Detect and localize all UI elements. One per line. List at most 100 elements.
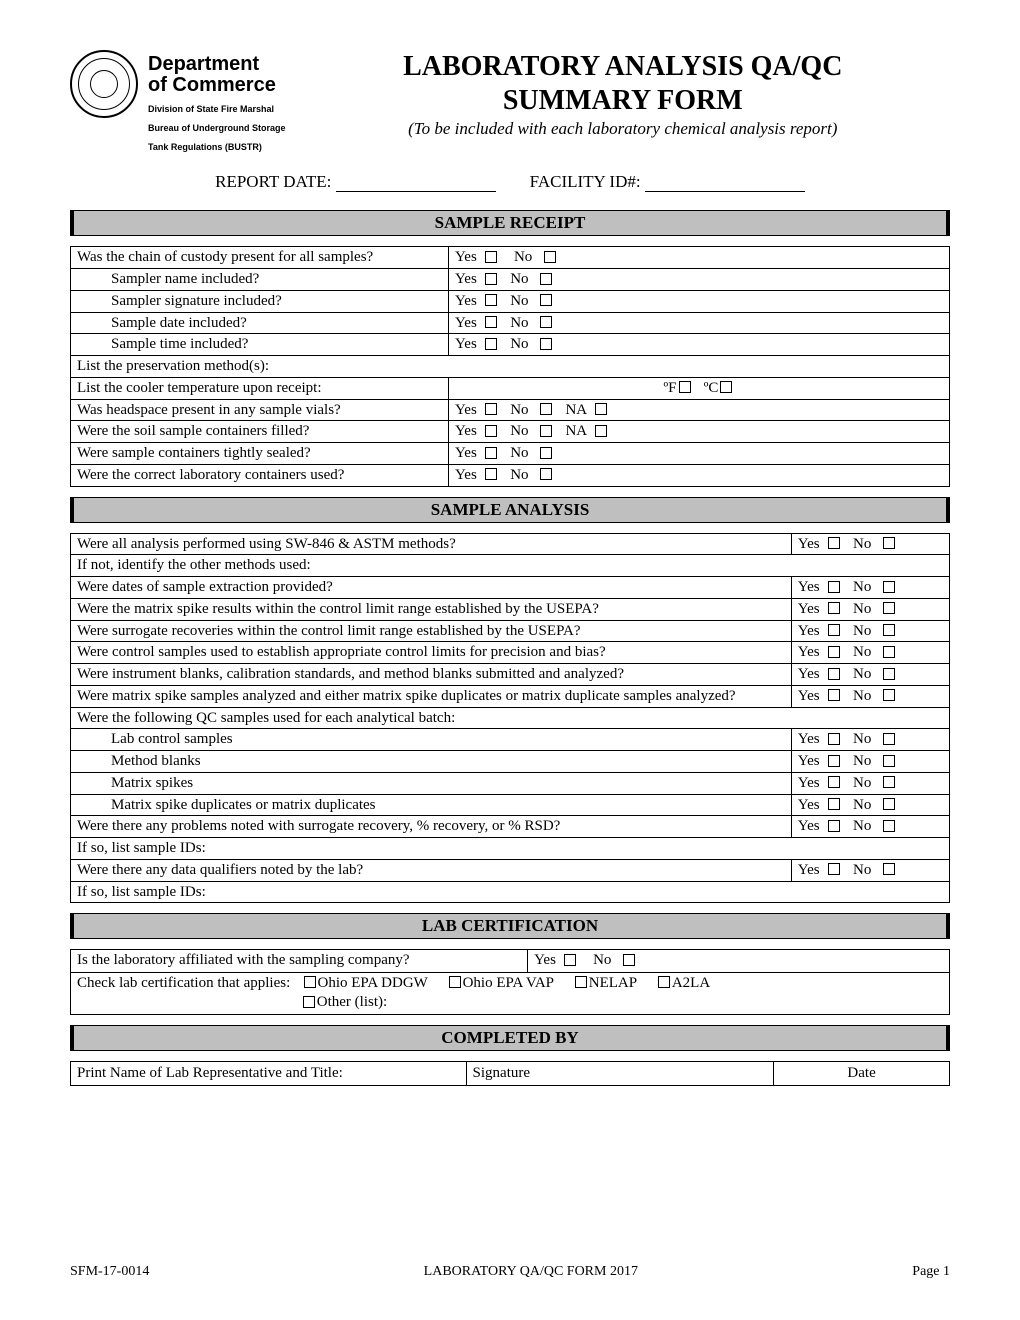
q-correct-containers: Were the correct laboratory containers u… bbox=[71, 464, 449, 486]
checkbox[interactable] bbox=[883, 776, 895, 788]
checkbox[interactable] bbox=[720, 381, 732, 393]
q-a3: Were dates of sample extraction provided… bbox=[71, 577, 792, 599]
report-date-input[interactable] bbox=[336, 191, 496, 192]
q-preservation: List the preservation method(s): bbox=[71, 356, 950, 378]
checkbox[interactable] bbox=[540, 316, 552, 328]
checkbox[interactable] bbox=[658, 976, 670, 988]
q-custody: Was the chain of custody present for all… bbox=[71, 247, 449, 269]
q-a17: If so, list sample IDs: bbox=[71, 881, 950, 903]
checkbox[interactable] bbox=[883, 537, 895, 549]
checkbox[interactable] bbox=[485, 273, 497, 285]
checkbox[interactable] bbox=[540, 403, 552, 415]
checkbox[interactable] bbox=[828, 624, 840, 636]
checkbox[interactable] bbox=[540, 447, 552, 459]
checkbox[interactable] bbox=[883, 624, 895, 636]
report-line: REPORT DATE: FACILITY ID#: bbox=[70, 172, 950, 192]
checkbox[interactable] bbox=[828, 668, 840, 680]
checkbox[interactable] bbox=[485, 403, 497, 415]
checkbox[interactable] bbox=[485, 316, 497, 328]
checkbox[interactable] bbox=[883, 733, 895, 745]
q-a7: Were instrument blanks, calibration stan… bbox=[71, 664, 792, 686]
analysis-table: Were all analysis performed using SW-846… bbox=[70, 533, 950, 904]
q-affiliated: Is the laboratory affiliated with the sa… bbox=[71, 950, 528, 973]
checkbox[interactable] bbox=[828, 755, 840, 767]
checkbox[interactable] bbox=[485, 468, 497, 480]
checkbox[interactable] bbox=[828, 581, 840, 593]
department-block: Department of Commerce Division of State… bbox=[148, 54, 286, 152]
checkbox[interactable] bbox=[449, 976, 461, 988]
dept-line2: of Commerce bbox=[148, 75, 286, 96]
cert-options-row: Check lab certification that applies: Oh… bbox=[71, 972, 950, 1014]
state-seal-icon bbox=[70, 50, 138, 118]
checkbox[interactable] bbox=[883, 581, 895, 593]
checkbox[interactable] bbox=[828, 820, 840, 832]
q-a15: If so, list sample IDs: bbox=[71, 838, 950, 860]
checkbox[interactable] bbox=[485, 425, 497, 437]
checkbox[interactable] bbox=[883, 646, 895, 658]
checkbox[interactable] bbox=[540, 468, 552, 480]
section-header-receipt: SAMPLE RECEIPT bbox=[70, 210, 950, 236]
q-a11: Method blanks bbox=[71, 751, 792, 773]
checkbox[interactable] bbox=[485, 338, 497, 350]
checkbox[interactable] bbox=[828, 602, 840, 614]
checkbox[interactable] bbox=[679, 381, 691, 393]
checkbox[interactable] bbox=[485, 294, 497, 306]
checkbox[interactable] bbox=[575, 976, 587, 988]
checkbox[interactable] bbox=[883, 668, 895, 680]
checkbox[interactable] bbox=[828, 646, 840, 658]
completed-table: Print Name of Lab Representative and Tit… bbox=[70, 1061, 950, 1086]
checkbox[interactable] bbox=[540, 338, 552, 350]
q-cooler-temp: List the cooler temperature upon receipt… bbox=[71, 377, 449, 399]
q-a9: Were the following QC samples used for e… bbox=[71, 707, 950, 729]
checkbox[interactable] bbox=[540, 273, 552, 285]
q-sampler-sig: Sampler signature included? bbox=[71, 290, 449, 312]
checkbox[interactable] bbox=[883, 602, 895, 614]
q-sample-time: Sample time included? bbox=[71, 334, 449, 356]
signature-cell[interactable]: Signature bbox=[466, 1061, 774, 1085]
checkbox[interactable] bbox=[485, 251, 497, 263]
q-headspace: Was headspace present in any sample vial… bbox=[71, 399, 449, 421]
checkbox[interactable] bbox=[304, 976, 316, 988]
checkbox[interactable] bbox=[828, 689, 840, 701]
dept-sub1: Division of State Fire Marshal bbox=[148, 104, 286, 115]
page: Department of Commerce Division of State… bbox=[0, 0, 1020, 1320]
q-sample-date: Sample date included? bbox=[71, 312, 449, 334]
checkbox[interactable] bbox=[485, 447, 497, 459]
cert-label: Check lab certification that applies: bbox=[77, 975, 290, 991]
checkbox[interactable] bbox=[595, 403, 607, 415]
checkbox[interactable] bbox=[883, 863, 895, 875]
dept-sub2: Bureau of Underground Storage bbox=[148, 123, 286, 134]
section-header-analysis: SAMPLE ANALYSIS bbox=[70, 497, 950, 523]
title-line2: SUMMARY FORM bbox=[296, 84, 950, 118]
subtitle: (To be included with each laboratory che… bbox=[296, 119, 950, 139]
q-a13: Matrix spike duplicates or matrix duplic… bbox=[71, 794, 792, 816]
q-a8: Were matrix spike samples analyzed and e… bbox=[71, 685, 792, 707]
checkbox[interactable] bbox=[883, 755, 895, 767]
checkbox[interactable] bbox=[883, 798, 895, 810]
checkbox[interactable] bbox=[540, 425, 552, 437]
q-a1: Were all analysis performed using SW-846… bbox=[71, 533, 792, 555]
q-a12: Matrix spikes bbox=[71, 772, 792, 794]
checkbox[interactable] bbox=[828, 863, 840, 875]
title-block: LABORATORY ANALYSIS QA/QC SUMMARY FORM (… bbox=[296, 50, 950, 139]
checkbox[interactable] bbox=[303, 996, 315, 1008]
checkbox[interactable] bbox=[828, 776, 840, 788]
checkbox[interactable] bbox=[540, 294, 552, 306]
date-cell[interactable]: Date bbox=[774, 1061, 950, 1085]
checkbox[interactable] bbox=[828, 733, 840, 745]
checkbox[interactable] bbox=[883, 820, 895, 832]
checkbox[interactable] bbox=[544, 251, 556, 263]
checkbox[interactable] bbox=[595, 425, 607, 437]
checkbox[interactable] bbox=[564, 954, 576, 966]
title-line1: LABORATORY ANALYSIS QA/QC bbox=[296, 50, 950, 84]
footer: SFM-17-0014 LABORATORY QA/QC FORM 2017 P… bbox=[70, 1264, 950, 1280]
q-a5: Were surrogate recoveries within the con… bbox=[71, 620, 792, 642]
checkbox[interactable] bbox=[623, 954, 635, 966]
checkbox[interactable] bbox=[828, 537, 840, 549]
facility-id-label: FACILITY ID#: bbox=[530, 172, 641, 191]
cert-table: Is the laboratory affiliated with the sa… bbox=[70, 949, 950, 1015]
print-name-cell[interactable]: Print Name of Lab Representative and Tit… bbox=[71, 1061, 467, 1085]
checkbox[interactable] bbox=[828, 798, 840, 810]
facility-id-input[interactable] bbox=[645, 191, 805, 192]
checkbox[interactable] bbox=[883, 689, 895, 701]
